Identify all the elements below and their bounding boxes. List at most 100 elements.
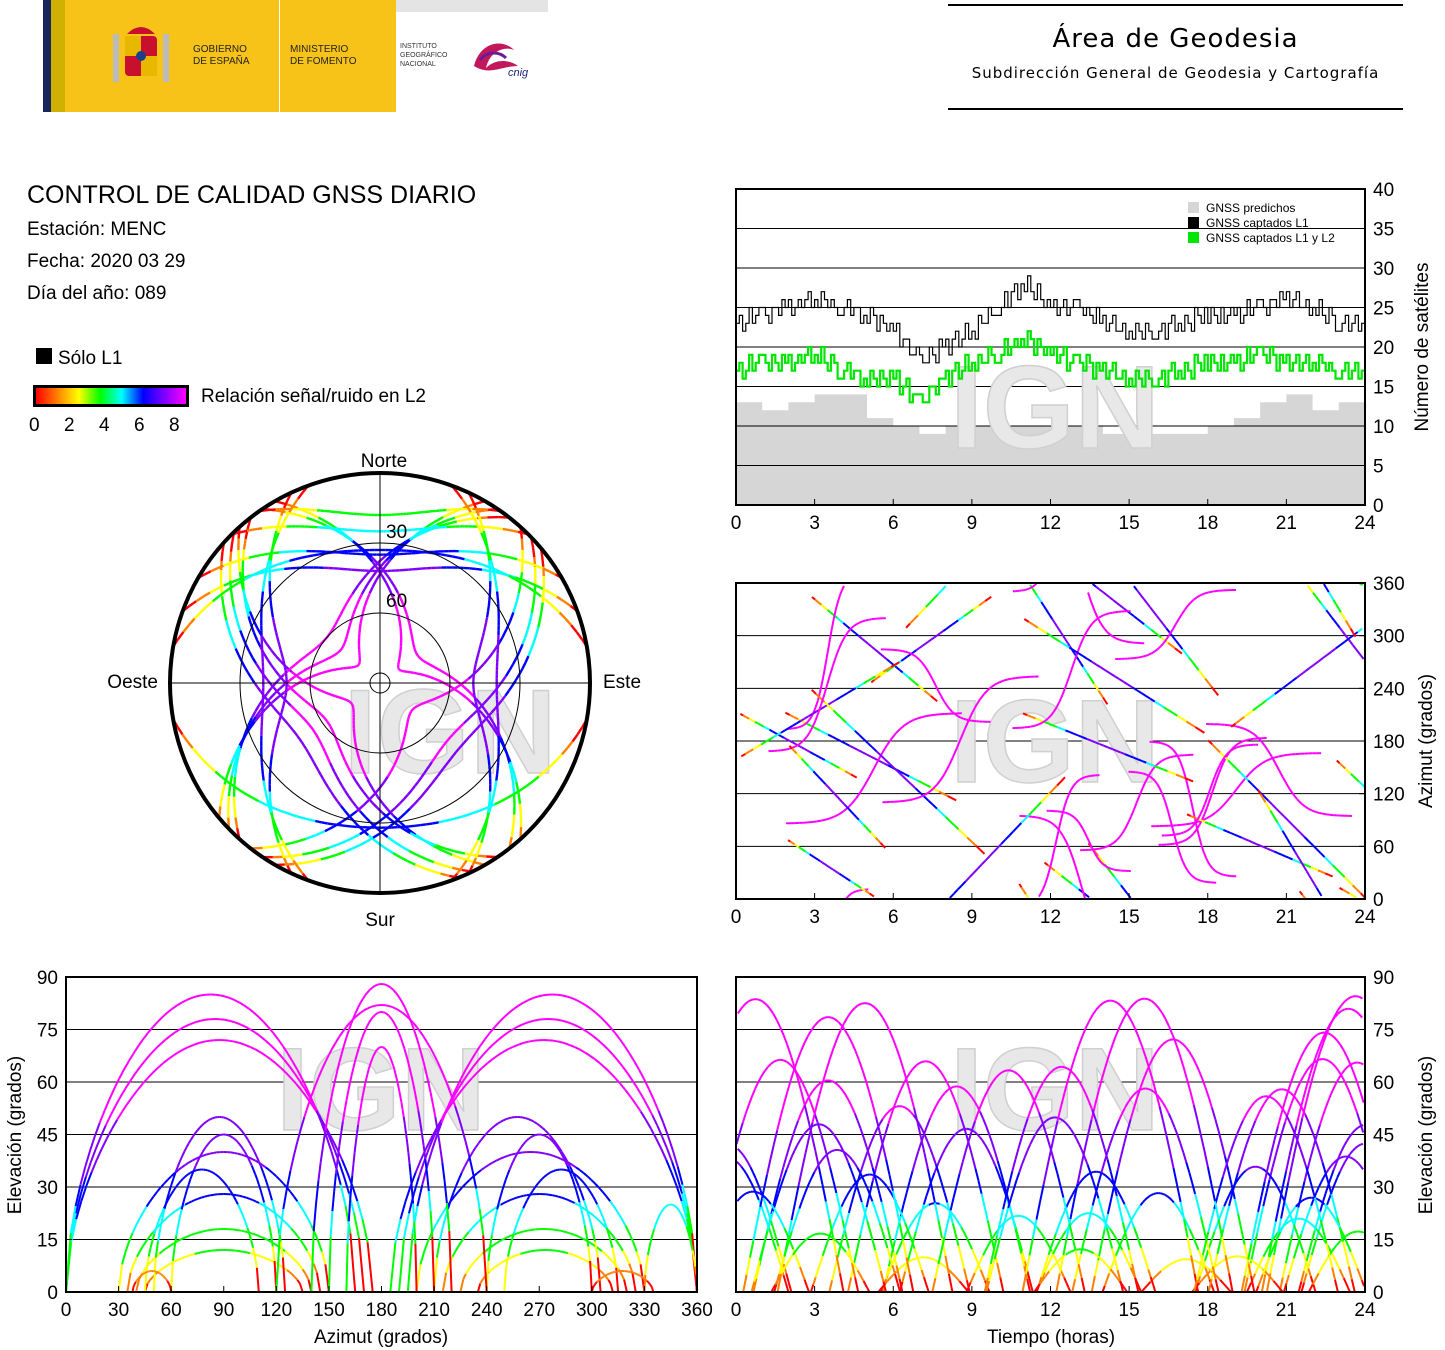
skyplot-chart: IGN Norte Sur Este Oeste 30 60	[107, 451, 641, 931]
elevation-track-segment	[523, 1229, 528, 1233]
skyplot-track-segment	[284, 840, 296, 846]
skyplot-track-segment	[324, 691, 330, 696]
elevation-track-segment	[383, 983, 387, 986]
elevation-time-segment	[1313, 1237, 1318, 1247]
azimuth-track-segment	[1233, 743, 1238, 748]
elevation-track-segment	[324, 1054, 330, 1063]
elevation-track-segment	[368, 1019, 372, 1023]
skyplot-track-segment	[302, 816, 310, 821]
elevation-track-segment	[537, 994, 544, 998]
elevation-track-segment	[672, 1204, 675, 1207]
azimuth-track-segment	[1194, 726, 1201, 731]
elevation-track-segment	[503, 1012, 510, 1018]
skyplot-track-segment	[250, 676, 256, 684]
azimuth-track-segment	[783, 748, 787, 751]
azimuth-track-segment	[1000, 838, 1007, 845]
elevation-track-segment	[346, 1221, 350, 1244]
azimuth-track-segment	[1177, 650, 1183, 655]
skyplot-track-segment	[226, 780, 235, 788]
elevation-track-segment	[238, 1207, 243, 1214]
azimuth-track-segment	[1204, 857, 1209, 863]
elevation-track-segment	[683, 1221, 687, 1225]
skyplot-track-segment	[402, 735, 406, 741]
elevation-track-segment	[268, 1207, 273, 1212]
elevation-track-segment	[168, 1193, 173, 1198]
skyplot-track-segment	[277, 525, 283, 534]
skyplot-track-segment	[202, 759, 211, 768]
azimuth-track-segment	[1027, 587, 1031, 590]
azimuth-track-segment	[913, 717, 919, 721]
skyplot-track-segment	[338, 649, 342, 653]
azimuth-track-segment	[819, 706, 825, 711]
azimuth-track-segment	[1251, 783, 1258, 790]
azimuth-track-segment	[786, 738, 791, 742]
elevation-track-segment	[220, 1178, 224, 1182]
elevation-track-segment	[582, 1237, 586, 1241]
azimuth-track-segment	[789, 740, 794, 744]
elevation-time-segment	[958, 1223, 963, 1228]
elevation-track-segment	[196, 1127, 201, 1131]
elevation-track-segment	[685, 1226, 689, 1230]
azimuth-track-segment	[783, 736, 788, 741]
azimuth-track-segment	[976, 863, 983, 870]
azimuth-track-segment	[1300, 802, 1306, 807]
elevation-time-segment	[1170, 1199, 1175, 1204]
elevation-track-segment	[518, 1212, 523, 1218]
skyplot-track-segment	[230, 578, 239, 584]
azimuth-track-segment	[1160, 741, 1163, 745]
azimuth-track-segment	[756, 743, 762, 748]
azimuth-track-segment	[936, 807, 942, 814]
elevation-track-segment	[374, 1004, 379, 1007]
azimuth-track-segment	[1216, 871, 1220, 874]
skyplot-track-segment	[426, 661, 430, 666]
elevation-track-segment	[472, 1146, 477, 1153]
skyplot-track-segment	[218, 590, 226, 598]
skyplot-track-segment	[450, 816, 458, 821]
azimuth-track-segment	[804, 850, 808, 854]
skyplot-track-segment	[352, 609, 357, 615]
elevation-track-segment	[461, 1182, 467, 1189]
skyplot-track-segment	[411, 641, 415, 646]
elevation-track-segment	[609, 1258, 614, 1263]
elevation-track-segment	[649, 1238, 653, 1243]
elevation-track-segment	[414, 1243, 418, 1293]
elevation-track-segment	[133, 1282, 137, 1285]
elevation-track-segment	[620, 1218, 627, 1226]
azimuth-track-segment	[909, 798, 914, 801]
skyplot-track-segment	[480, 724, 484, 730]
elevation-time-segment	[952, 1133, 957, 1138]
elevation-track-segment	[487, 1246, 492, 1262]
elevation-track-segment	[429, 1047, 435, 1056]
skyplot-track-segment	[321, 778, 327, 784]
azimuth-track-segment	[831, 698, 837, 704]
skyplot-track-segment	[423, 768, 428, 775]
elevation-track-segment	[429, 1211, 434, 1237]
elevation-track-segment	[320, 1061, 327, 1070]
skyplot-track-segment	[277, 808, 285, 814]
skyplot-track-segment	[221, 784, 226, 796]
elevation-track-segment	[301, 1078, 308, 1090]
elevation-time-segment	[973, 1130, 978, 1135]
elevation-track-segment	[479, 1038, 486, 1047]
azimuth-track-segment	[1052, 724, 1058, 728]
azimuth-track-segment	[1056, 726, 1062, 730]
skyplot-track-segment	[451, 853, 464, 860]
skyplot-track-segment	[260, 597, 264, 604]
skyplot-track-segment	[270, 611, 275, 618]
azimuth-track-segment	[923, 665, 929, 671]
elevation-track-segment	[268, 1225, 273, 1236]
elevation-track-segment	[548, 1039, 555, 1042]
azimuth-track-segment	[1192, 822, 1197, 827]
skyplot-track-segment	[406, 789, 413, 796]
azimuth-track-segment	[1204, 677, 1210, 684]
azimuth-track-segment	[1182, 830, 1187, 834]
elevation-time-segment	[1295, 1241, 1300, 1251]
elevation-track-segment	[272, 1032, 279, 1040]
elevation-track-segment	[628, 1263, 634, 1274]
elevation-track-segment	[644, 1266, 648, 1275]
header-bottom-rule	[948, 108, 1403, 110]
azimuth-track-segment	[1020, 886, 1025, 892]
skyplot-track-segment	[257, 568, 265, 574]
elevation-track-segment	[136, 1278, 139, 1281]
azimuth-track-segment	[870, 645, 876, 650]
